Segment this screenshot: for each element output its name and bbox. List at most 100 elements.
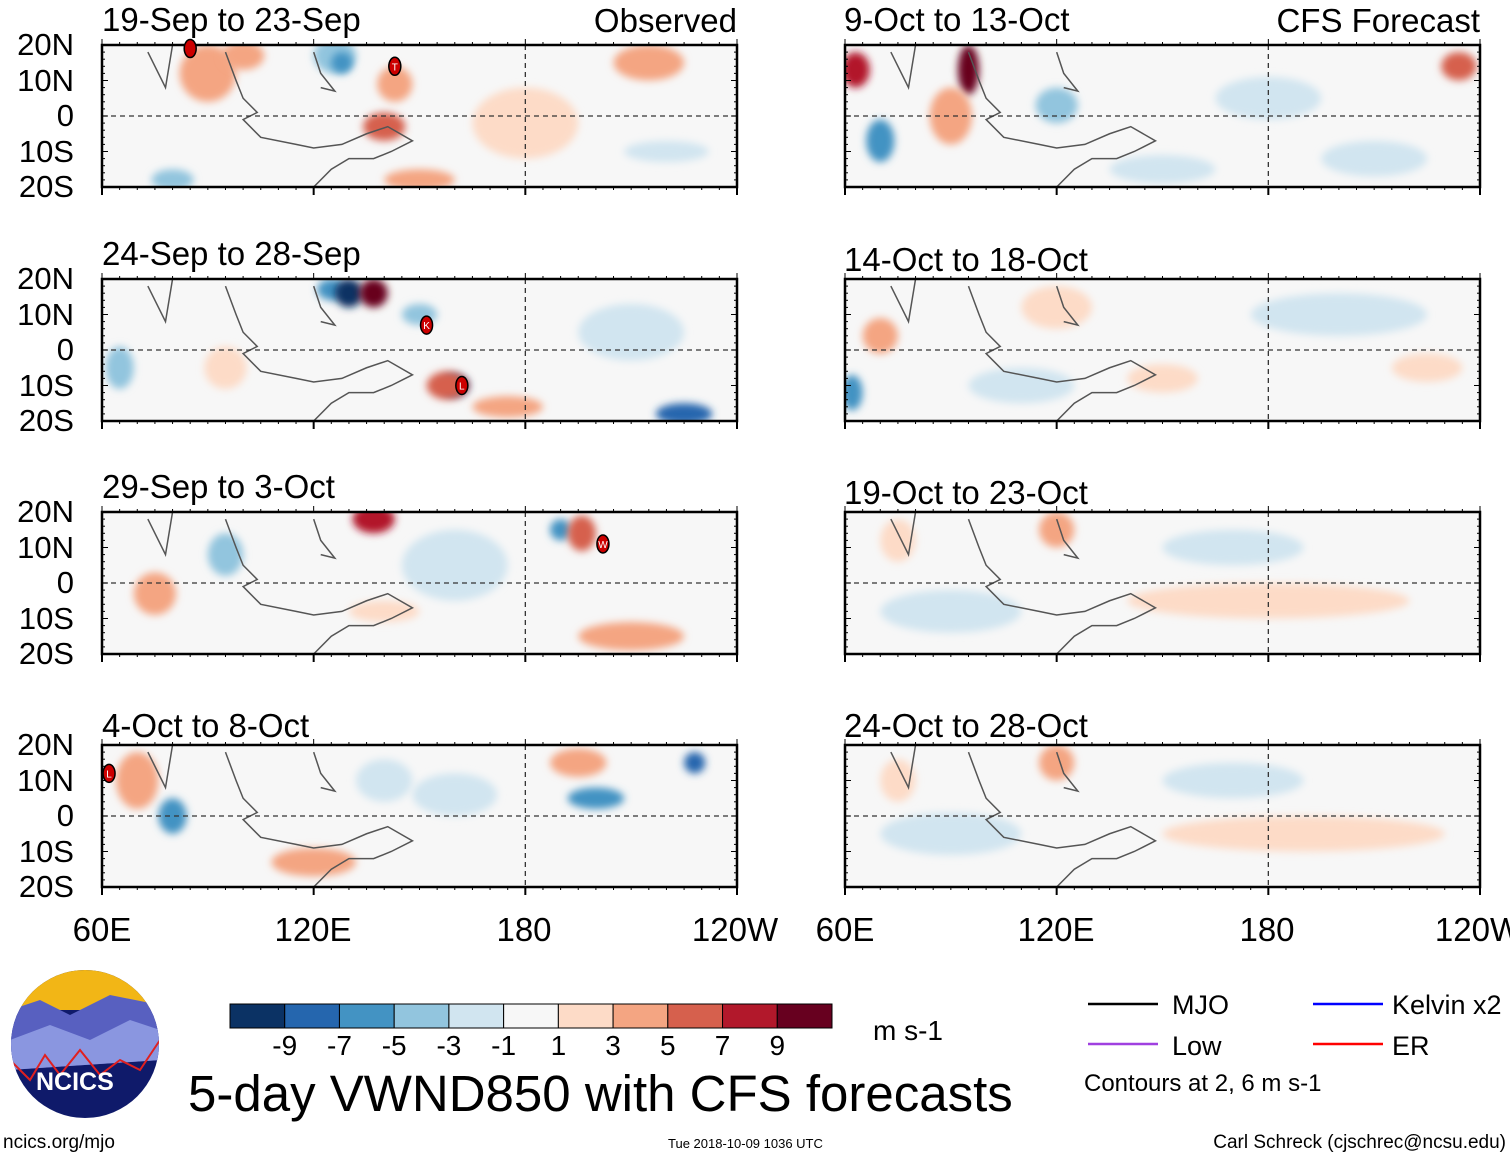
map-panel: T: [100, 38, 739, 195]
coastline: [224, 285, 415, 421]
wind-anomaly-blob: [1162, 816, 1445, 852]
wind-anomaly-blob: [158, 798, 187, 834]
wind-anomaly-blob: [1127, 583, 1410, 619]
colorbar-swatch: [503, 1003, 559, 1029]
panel-title: 4-Oct to 8-Oct: [102, 707, 310, 744]
wind-anomaly-blob: [567, 515, 596, 552]
colorbar-tick-label: -1: [491, 1030, 517, 1061]
anomaly-field: [845, 45, 1477, 187]
wind-anomaly-blob: [1127, 364, 1198, 393]
colorbar-swatch: [667, 1003, 724, 1029]
wind-anomaly-blob: [550, 519, 572, 541]
map-panel: [843, 506, 1482, 662]
wind-anomaly-blob: [845, 52, 870, 88]
colorbar-tick-label: 5: [660, 1030, 676, 1061]
coastline-india: [147, 279, 174, 325]
footer-url[interactable]: ncics.org/mjo: [3, 1132, 115, 1153]
wind-anomaly-blob: [472, 396, 543, 418]
map-panel: [843, 273, 1482, 429]
lat-tick-label: 10N: [17, 529, 74, 565]
footer-author: Carl Schreck (cjschrec@ncsu.edu): [1213, 1132, 1506, 1153]
wind-anomaly-blob: [578, 303, 685, 361]
footer-timestamp: Tue 2018-10-09 1036 UTC: [668, 1136, 823, 1151]
wind-anomaly-blob: [356, 759, 413, 802]
wind-anomaly-blob: [116, 752, 159, 809]
legend-label-low: Low: [1172, 1031, 1222, 1061]
wind-anomaly-blob: [880, 812, 1022, 856]
lat-tick-label: 10S: [18, 367, 74, 403]
coastline-india: [890, 745, 917, 791]
wind-anomaly-blob: [1021, 286, 1092, 329]
lon-tick-label: 60E: [72, 911, 132, 948]
storm-marker-icon: [102, 763, 116, 784]
colorbar-tick-label: 7: [714, 1030, 731, 1061]
wind-anomaly-blob: [578, 622, 685, 651]
colorbar-swatch: [229, 1003, 286, 1029]
colorbar-tick-label: 3: [605, 1030, 621, 1061]
contour-note: Contours at 2, 6 m s-1: [1084, 1070, 1322, 1097]
anomaly-field: [845, 279, 1463, 421]
wind-anomaly-blob: [331, 52, 353, 74]
anomaly-field: [880, 745, 1445, 887]
storm-marker-icon: [455, 375, 469, 396]
anomaly-field: [116, 745, 706, 887]
anomaly-field: [147, 45, 709, 187]
figure-title: 5-day VWND850 with CFS forecasts: [188, 1065, 1013, 1122]
map-panel: KL: [100, 273, 739, 429]
coastline-philippines: [312, 751, 337, 793]
coastline-india: [890, 45, 917, 91]
coastline: [967, 51, 1158, 187]
wind-anomaly-blob: [151, 169, 194, 187]
wind-anomaly-blob: [204, 346, 247, 390]
wind-anomaly-blob: [472, 87, 579, 159]
panel-title: 14-Oct to 18-Oct: [844, 241, 1088, 278]
wind-anomaly-blob: [567, 787, 625, 809]
lat-tick-label: 10N: [17, 762, 74, 798]
lat-tick-label: 0: [56, 98, 74, 133]
wind-anomaly-blob: [862, 318, 898, 354]
storm-letter: K: [423, 321, 430, 332]
coastline: [967, 518, 1158, 654]
panel-title: 19-Sep to 23-Sep: [102, 1, 361, 38]
wind-anomaly-blob: [929, 87, 972, 145]
lon-tick-label: 120E: [274, 911, 352, 948]
coastline-philippines: [1055, 518, 1080, 560]
lon-tick-label: 60E: [815, 911, 875, 948]
colorbar-tick-label: 9: [769, 1030, 786, 1061]
lat-tick-label: 0: [56, 798, 74, 833]
panel-title: 19-Oct to 23-Oct: [844, 474, 1088, 511]
lat-tick-label: 20N: [17, 27, 74, 62]
colorbar-swatch: [284, 1003, 340, 1029]
lat-tick-label: 20N: [17, 494, 74, 529]
wind-anomaly-blob: [1215, 76, 1322, 120]
lon-tick-label: 120W: [691, 911, 779, 948]
storm-letter: T: [392, 62, 398, 73]
lat-tick-label: 10N: [17, 296, 74, 332]
wind-anomaly-blob: [1039, 745, 1075, 781]
coastline-india: [890, 279, 917, 325]
coastline: [967, 751, 1158, 887]
wind-anomaly-blob: [1441, 52, 1477, 81]
legend-label-er: ER: [1392, 1031, 1430, 1061]
wind-anomaly-blob: [845, 374, 863, 411]
wind-anomaly-blob: [613, 45, 685, 81]
wind-anomaly-blob: [880, 590, 1022, 633]
storm-marker-icon: [388, 56, 402, 77]
colorbar-swatch: [393, 1003, 450, 1029]
coastline: [224, 751, 415, 887]
wind-anomaly-blob: [207, 533, 244, 576]
lat-tick-label: 20S: [18, 869, 74, 904]
wind-anomaly-blob: [348, 600, 420, 623]
legend-label-mjo: MJO: [1172, 990, 1229, 1020]
map-panel: L: [100, 739, 739, 895]
wind-anomaly-blob: [1391, 353, 1463, 382]
lon-tick-label: 180: [1239, 911, 1295, 948]
logo-ridge: [11, 1039, 159, 1082]
observed-label: Observed: [593, 2, 737, 39]
coastline: [224, 51, 415, 187]
coastline-india: [147, 45, 174, 91]
map-panel: [843, 39, 1482, 195]
colorbar-swatch: [448, 1003, 505, 1029]
panel-title: 9-Oct to 13-Oct: [844, 1, 1070, 38]
